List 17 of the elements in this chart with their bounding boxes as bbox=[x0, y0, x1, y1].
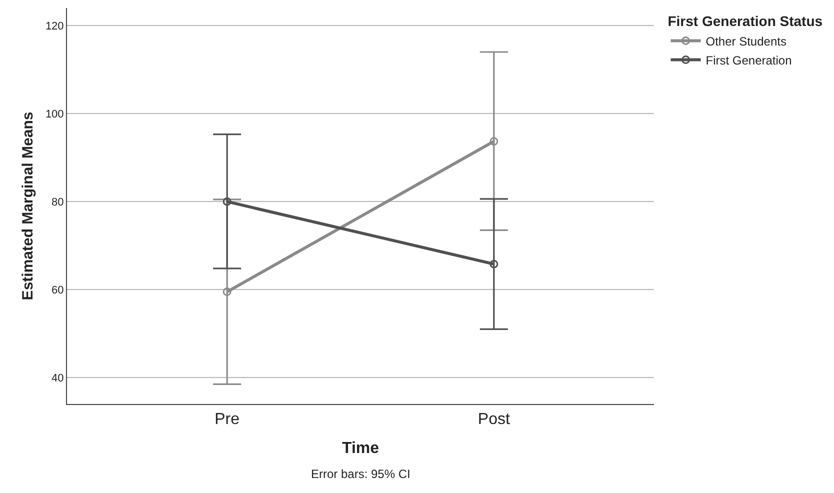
point bbox=[222, 197, 232, 206]
y-tick-label: 40 bbox=[52, 372, 64, 384]
y-tick-label: 120 bbox=[45, 20, 64, 32]
y-tick-label: 80 bbox=[52, 196, 64, 208]
point bbox=[490, 137, 498, 146]
y-tick-label: 60 bbox=[52, 284, 64, 296]
y-axis-title: Estimated Marginal Means bbox=[20, 112, 37, 300]
legend-title: First Generation Status bbox=[668, 13, 823, 30]
x-tick-label: Post bbox=[478, 411, 510, 428]
y-tick-label: 100 bbox=[45, 108, 64, 120]
x-tick-label: Pre bbox=[214, 411, 240, 428]
legend-label: Other Students bbox=[706, 34, 786, 48]
text: Error bars: 95% CI bbox=[311, 467, 410, 481]
point bbox=[222, 288, 232, 296]
point bbox=[490, 260, 498, 268]
x-axis-title: Time bbox=[342, 440, 380, 457]
legend-label: First Generation bbox=[706, 53, 792, 68]
